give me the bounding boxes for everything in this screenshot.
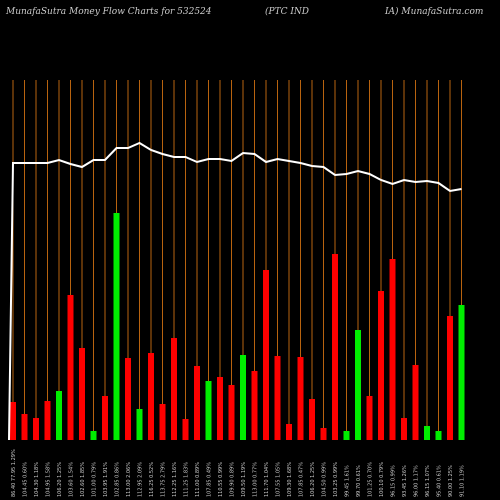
x-tick-label: 106.20 1.25% [310, 462, 316, 497]
x-tick-label: 110.55 0.99% [218, 462, 224, 497]
x-tick-label: 99.70 0.61% [356, 465, 362, 497]
x-tick-label: 103.60 1.54% [69, 462, 75, 497]
bar [320, 428, 327, 440]
bar [458, 305, 465, 440]
x-tick-label: 101.25 0.70% [368, 462, 374, 497]
x-tick-label: 111.70 1.04% [264, 462, 270, 497]
x-tick-label: 104.30 1.18% [34, 462, 40, 497]
x-tick-label: 107.85 0.47% [299, 462, 305, 497]
bar [194, 366, 200, 440]
bar [56, 391, 62, 440]
bar [424, 426, 430, 440]
x-tick-label: 109.30 1.68% [287, 462, 293, 497]
bar [274, 356, 281, 440]
bar [332, 254, 338, 440]
bar [401, 418, 407, 440]
bar [217, 377, 223, 440]
x-tick-label: 96.15 0.99% [391, 465, 397, 497]
bar [10, 402, 16, 440]
bar [159, 404, 166, 440]
x-tick-label: 99.45 1.61% [345, 465, 351, 497]
bar [378, 291, 384, 440]
x-tick-label: 111.25 1.83% [184, 462, 190, 497]
x-tick-label: 111.00 0.89% [195, 462, 201, 497]
x-tick-label: 113.00 2.06% [126, 462, 132, 497]
bar [309, 399, 315, 440]
bar [113, 213, 120, 440]
x-tick-label: 104.45 0.60% [23, 462, 29, 497]
bar [389, 259, 396, 440]
bar [286, 424, 292, 440]
x-tick-label: 103.25 0.99% [333, 462, 339, 497]
bar [67, 295, 74, 440]
x-tick-label: 103.95 1.91% [103, 462, 109, 497]
x-tick-label: 96.15 1.07% [425, 465, 431, 497]
bar [228, 385, 235, 440]
bar [182, 419, 189, 440]
x-tick-label: 96.00 1.17% [414, 465, 420, 497]
price-line [8, 141, 462, 441]
x-tick-label: 109.90 0.89% [230, 462, 236, 497]
x-tick-label: 100.10 0.79% [379, 462, 385, 497]
x-tick-label: 116.25 0.52% [149, 462, 155, 497]
bar [297, 357, 304, 440]
x-tick-label: 104.50 0.99% [322, 462, 328, 497]
x-tick-label: 106.20 1.25% [57, 462, 63, 497]
bar [205, 381, 212, 440]
chart-subtitle: (PTC IND [265, 6, 309, 17]
bar [148, 353, 154, 440]
bar [44, 401, 51, 440]
x-tick-label: 86.40 77.95 1.29% [11, 449, 17, 497]
x-tick-label: 95.40 0.61% [437, 465, 443, 497]
x-tick-label: 93.45 1.26% [402, 465, 408, 497]
x-tick-label: 107.55 1.05% [276, 462, 282, 497]
x-tick-label: 107.85 0.49% [207, 462, 213, 497]
bar [102, 396, 108, 440]
bar [171, 338, 177, 440]
bar [136, 409, 143, 440]
bar [447, 316, 453, 440]
bar [240, 355, 246, 440]
bar [251, 371, 258, 440]
bar [343, 431, 350, 440]
chart-title: MunafaSutra Money Flow Charts for 532524 [5, 7, 212, 17]
x-tick-label: 112.25 1.16% [172, 462, 178, 497]
x-tick-label: 101.00 0.79% [92, 462, 98, 497]
bar [90, 431, 97, 440]
x-tick-label: 91.10 1.19% [460, 465, 466, 497]
bar [412, 365, 419, 440]
x-tick-label: 102.85 0.86% [115, 462, 121, 497]
bar [79, 348, 85, 440]
bar [355, 330, 361, 440]
bar [366, 396, 373, 440]
x-tick-label: 102.60 1.85% [80, 462, 86, 497]
x-tick-label: 109.50 1.19% [241, 462, 247, 497]
bar [125, 358, 131, 440]
chart-subtitle: IA) MunafaSutra.com [384, 6, 483, 17]
bar [21, 414, 28, 440]
x-tick-label: 113.00 0.77% [253, 462, 259, 497]
x-tick-label: 113.75 2.79% [161, 462, 167, 497]
bar [435, 431, 442, 440]
x-tick-label: 104.95 1.58% [46, 462, 52, 497]
x-tick-label: 112.95 2.09% [138, 462, 144, 497]
bar [263, 270, 269, 440]
x-tick-label: 90.00 1.25% [448, 465, 454, 497]
bar [33, 418, 39, 440]
